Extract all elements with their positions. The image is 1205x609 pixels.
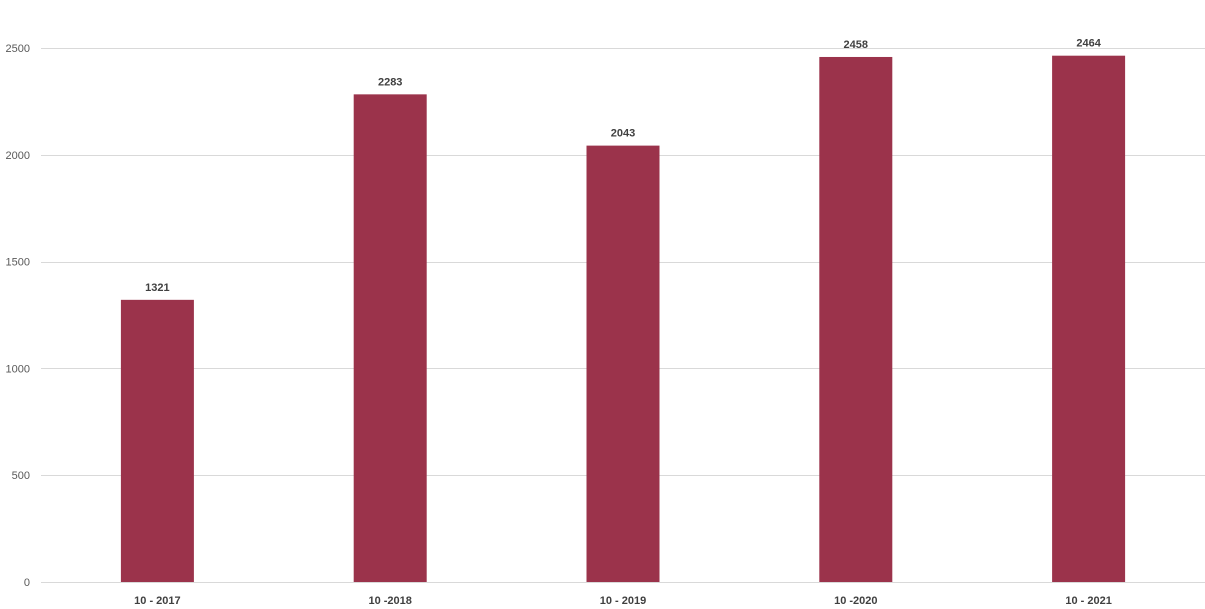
x-tick-label: 10 - 2019: [600, 595, 646, 607]
y-tick-label: 2500: [6, 43, 30, 55]
bar: [819, 56, 893, 583]
y-tick-label: 2000: [6, 150, 30, 162]
y-axis-ticks: 0 500 1000 1500 2000 2500: [6, 43, 30, 589]
x-tick-label: 10 -2018: [368, 595, 411, 607]
y-tick-label: 500: [12, 470, 30, 482]
bar: [1052, 55, 1126, 583]
data-labels: 1321 2283 2043 2458 2464: [145, 38, 1102, 294]
y-tick-label: 1000: [6, 363, 30, 375]
y-tick-label: 0: [24, 577, 30, 589]
data-label: 1321: [145, 282, 169, 294]
x-tick-label: 10 - 2021: [1065, 595, 1111, 607]
x-tick-label: 10 - 2017: [134, 595, 180, 607]
bars: [120, 55, 1126, 583]
x-axis-ticks: 10 - 2017 10 -2018 10 - 2019 10 -2020 10 - 2…: [134, 595, 1112, 607]
bar: [586, 145, 660, 582]
bar: [120, 299, 194, 582]
data-label: 2458: [844, 39, 868, 51]
data-label: 2283: [378, 76, 402, 88]
x-tick-label: 10 -2020: [834, 595, 877, 607]
data-label: 2043: [611, 128, 635, 140]
data-label: 2464: [1076, 38, 1101, 50]
bar: [353, 94, 427, 582]
y-tick-label: 1500: [6, 257, 30, 269]
